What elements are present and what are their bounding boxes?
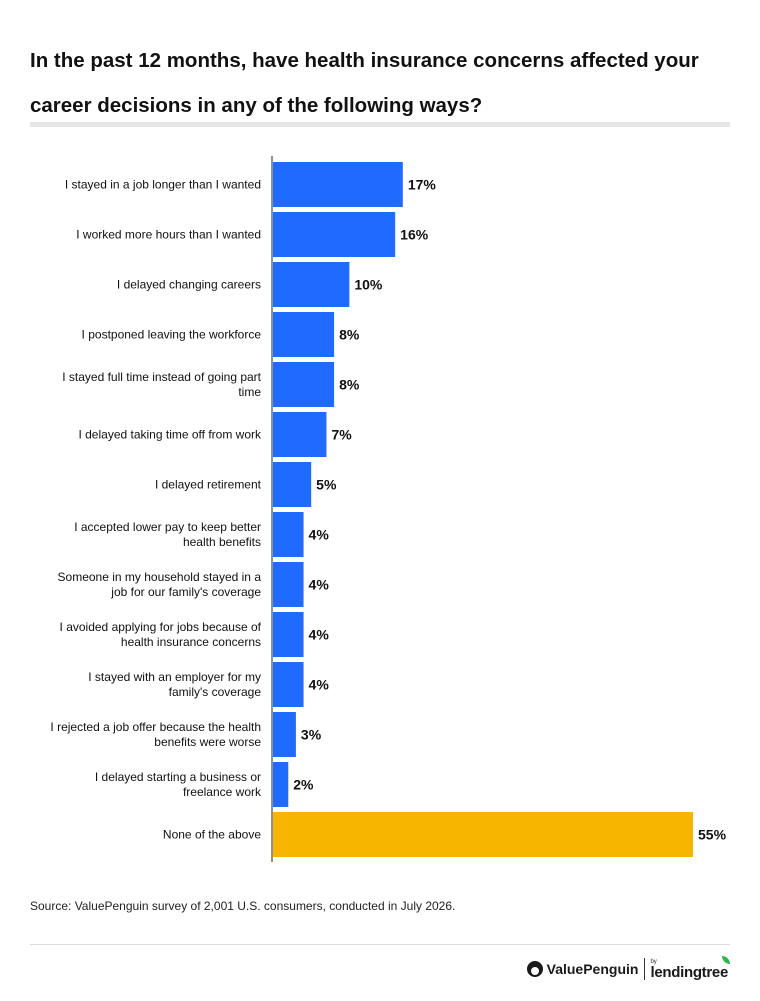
- category-label-line: I stayed full time instead of going part: [62, 370, 261, 384]
- footer-divider: [30, 944, 730, 945]
- category-label-line: I delayed starting a business or: [95, 770, 261, 784]
- leaf-icon: [722, 955, 730, 964]
- title-divider: [30, 122, 730, 127]
- bar-13: [273, 812, 693, 857]
- category-label-13: None of the above: [163, 828, 261, 842]
- lendingtree-logo: by lendingtree: [650, 955, 730, 981]
- category-label-line: None of the above: [163, 828, 261, 842]
- value-label-9: 4%: [309, 627, 330, 643]
- brand-logos: ValuePenguin by lendingtree: [526, 955, 730, 981]
- value-label-8: 4%: [309, 577, 330, 593]
- category-label-8: Someone in my household stayed in a job f…: [58, 570, 262, 599]
- bar-12: [273, 762, 289, 807]
- category-label-line: benefits were worse: [154, 735, 261, 749]
- category-label-line: I stayed with an employer for my: [88, 670, 261, 684]
- category-label-line: Someone in my household stayed in a: [58, 570, 262, 584]
- lendingtree-text: lendingtree: [650, 963, 728, 981]
- category-label-line: I delayed taking time off from work: [78, 428, 262, 442]
- value-label-4: 8%: [339, 377, 360, 393]
- valuepenguin-logo: ValuePenguin: [546, 961, 639, 977]
- bar-chart: 17% I stayed in a job longer than I wante…: [50, 156, 727, 862]
- category-label-1: I worked more hours than I wanted: [76, 228, 261, 242]
- category-label-line: I accepted lower pay to keep better: [74, 520, 261, 534]
- bar-0: [273, 162, 403, 207]
- category-label-line: I worked more hours than I wanted: [76, 228, 261, 242]
- category-label-line: freelance work: [183, 785, 262, 799]
- category-label-2: I delayed changing careers: [117, 278, 261, 292]
- category-label-line: I delayed changing careers: [117, 278, 261, 292]
- value-label-3: 8%: [339, 327, 360, 343]
- source-note: Source: ValuePenguin survey of 2,001 U.S…: [30, 899, 456, 913]
- penguin-icon: [526, 961, 543, 977]
- category-label-10: I stayed with an employer for my family's…: [88, 670, 261, 699]
- value-label-5: 7%: [331, 427, 352, 443]
- by-label: by: [650, 958, 657, 965]
- category-label-9: I avoided applying for jobs because of he…: [60, 620, 262, 649]
- category-label-line: I rejected a job offer because the healt…: [50, 720, 261, 734]
- category-label-line: health benefits: [183, 535, 261, 549]
- value-label-11: 3%: [301, 727, 322, 743]
- chart-title: In the past 12 months, have health insur…: [30, 49, 699, 117]
- bar-4: [273, 362, 335, 407]
- bar-6: [273, 462, 312, 507]
- category-label-line: I stayed in a job longer than I wanted: [65, 178, 261, 192]
- category-label-0: I stayed in a job longer than I wanted: [65, 178, 261, 192]
- category-label-12: I delayed starting a business or freelanc…: [95, 770, 262, 799]
- category-label-6: I delayed retirement: [155, 478, 262, 492]
- bar-7: [273, 512, 304, 557]
- category-label-line: I delayed retirement: [155, 478, 262, 492]
- category-label-line: I postponed leaving the workforce: [82, 328, 262, 342]
- value-label-12: 2%: [293, 777, 314, 793]
- bar-1: [273, 212, 396, 257]
- bar-2: [273, 262, 350, 307]
- bar-8: [273, 562, 304, 607]
- category-label-5: I delayed taking time off from work: [78, 428, 262, 442]
- value-label-13: 55%: [698, 827, 727, 843]
- lendingtree-wordmark: lendingtree: [650, 955, 730, 981]
- value-label-0: 17%: [408, 177, 437, 193]
- category-label-line: I avoided applying for jobs because of: [60, 620, 262, 634]
- category-label-4: I stayed full time instead of going part…: [62, 370, 261, 399]
- bar-11: [273, 712, 296, 757]
- category-label-line: family's coverage: [169, 685, 262, 699]
- category-label-7: I accepted lower pay to keep better healt…: [74, 520, 261, 549]
- bar-5: [273, 412, 327, 457]
- category-label-3: I postponed leaving the workforce: [82, 328, 262, 342]
- logo-separator: [644, 958, 646, 980]
- bar-9: [273, 612, 304, 657]
- value-label-10: 4%: [309, 677, 330, 693]
- value-label-2: 10%: [354, 277, 383, 293]
- value-label-7: 4%: [309, 527, 330, 543]
- value-label-6: 5%: [316, 477, 337, 493]
- category-label-line: health insurance concerns: [121, 635, 261, 649]
- category-label-line: job for our family's coverage: [110, 585, 261, 599]
- category-label-line: time: [238, 385, 261, 399]
- category-label-11: I rejected a job offer because the healt…: [50, 720, 261, 749]
- bar-3: [273, 312, 335, 357]
- bar-10: [273, 662, 304, 707]
- value-label-1: 16%: [400, 227, 429, 243]
